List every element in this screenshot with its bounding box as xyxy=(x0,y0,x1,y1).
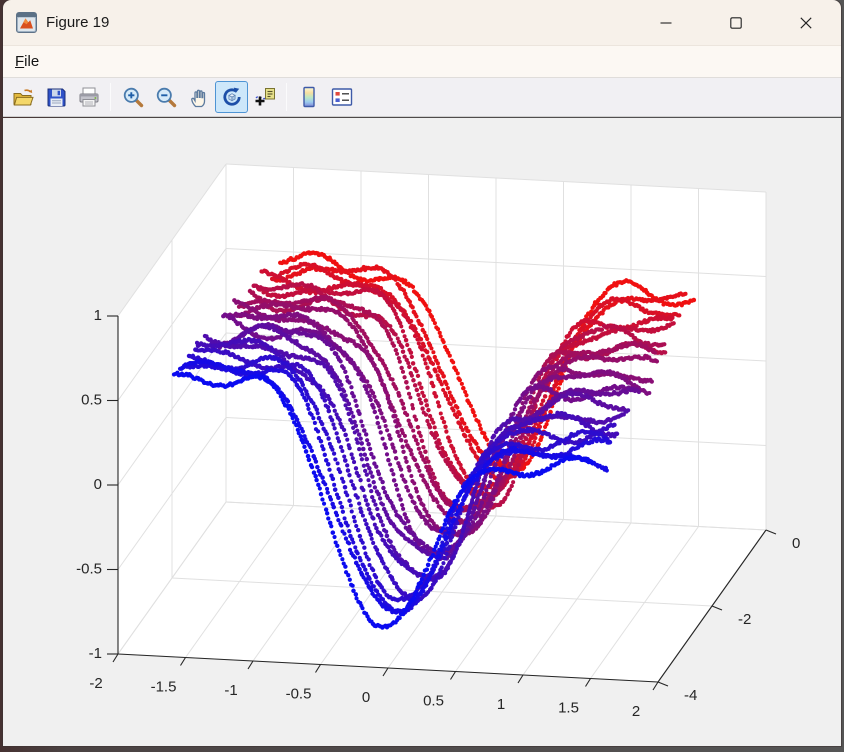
window-controls xyxy=(631,0,841,45)
zoom-out-icon xyxy=(156,87,176,108)
toolbar-separator xyxy=(286,83,287,111)
insert-colorbar-button[interactable] xyxy=(292,81,325,113)
colorbar-icon xyxy=(302,86,315,108)
close-button[interactable] xyxy=(771,0,841,45)
insert-legend-button[interactable] xyxy=(325,81,358,113)
data-cursor-button[interactable] xyxy=(248,81,281,113)
print-button[interactable] xyxy=(72,81,105,113)
maximize-button[interactable] xyxy=(701,0,771,45)
zoom-out-button[interactable] xyxy=(149,81,182,113)
toolbar-separator xyxy=(110,83,111,111)
menu-bar: File xyxy=(3,46,841,78)
zoom-in-icon xyxy=(123,87,143,108)
zoom-in-button[interactable] xyxy=(116,81,149,113)
rotate-3d-icon xyxy=(222,87,241,106)
maximize-icon xyxy=(730,16,742,29)
menu-file[interactable]: File xyxy=(15,53,40,70)
open-file-button[interactable] xyxy=(6,81,39,113)
minimize-icon xyxy=(660,21,672,24)
figure-window: Figure 19 File xyxy=(3,0,841,746)
close-icon xyxy=(800,16,812,29)
title-bar[interactable]: Figure 19 xyxy=(3,0,841,46)
minimize-button[interactable] xyxy=(631,0,701,45)
data-cursor-icon xyxy=(255,88,275,106)
save-icon xyxy=(47,88,65,107)
toolbar xyxy=(3,78,841,117)
pan-button[interactable] xyxy=(182,81,215,113)
pan-hand-icon xyxy=(190,89,205,108)
open-folder-icon xyxy=(13,89,34,106)
rotate-3d-button[interactable] xyxy=(215,81,248,113)
legend-icon xyxy=(331,88,352,106)
matlab-logo-icon xyxy=(16,12,37,33)
print-icon xyxy=(79,87,98,107)
window-title: Figure 19 xyxy=(46,14,110,31)
save-button[interactable] xyxy=(39,81,72,113)
